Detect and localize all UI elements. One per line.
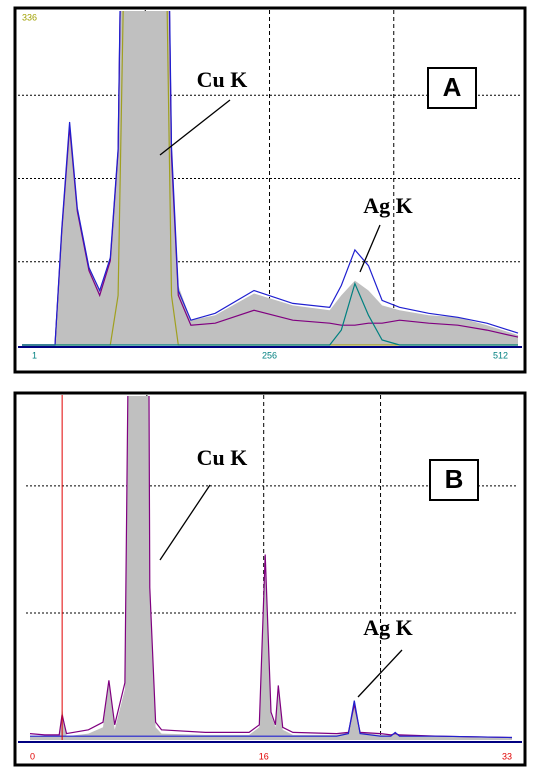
- spectrum-area: [30, 396, 512, 740]
- plot-area: [22, 11, 519, 346]
- panel: 0 16 33 Cu K Ag K B: [13, 391, 527, 767]
- x-tick-label: 256: [262, 350, 277, 360]
- annotation: Ag K: [363, 193, 413, 218]
- x-tick-label: 0: [30, 751, 35, 761]
- panel-frame: [13, 6, 527, 374]
- leader-line: [359, 224, 381, 273]
- x-tick-label: 512: [493, 350, 508, 360]
- spectrum-line: [29, 396, 513, 739]
- panel-label: B: [445, 464, 464, 494]
- spectrum-line: [30, 700, 513, 739]
- x-tick-label: 16: [259, 751, 269, 761]
- x-tick-label: 1: [32, 350, 37, 360]
- leader-line: [159, 99, 231, 156]
- spectrum-line: [22, 281, 518, 346]
- spectrum-line: [22, 11, 519, 346]
- leader-line: [159, 484, 211, 561]
- plot-area: [29, 396, 513, 740]
- y-tick-label: 336: [22, 12, 37, 22]
- spectrum-area: [22, 11, 518, 345]
- leader-line: [357, 649, 403, 698]
- panel-label-box: [427, 67, 477, 109]
- panel: 1 256 512 336 Cu K Ag K A: [13, 6, 527, 374]
- panel-label-box: [429, 459, 479, 501]
- panel-frame: [13, 391, 527, 767]
- annotation: Cu K: [197, 445, 248, 470]
- annotation: Ag K: [363, 615, 413, 640]
- annotation: Cu K: [197, 67, 248, 92]
- x-tick-label: 33: [502, 751, 512, 761]
- panel-label: A: [443, 72, 462, 102]
